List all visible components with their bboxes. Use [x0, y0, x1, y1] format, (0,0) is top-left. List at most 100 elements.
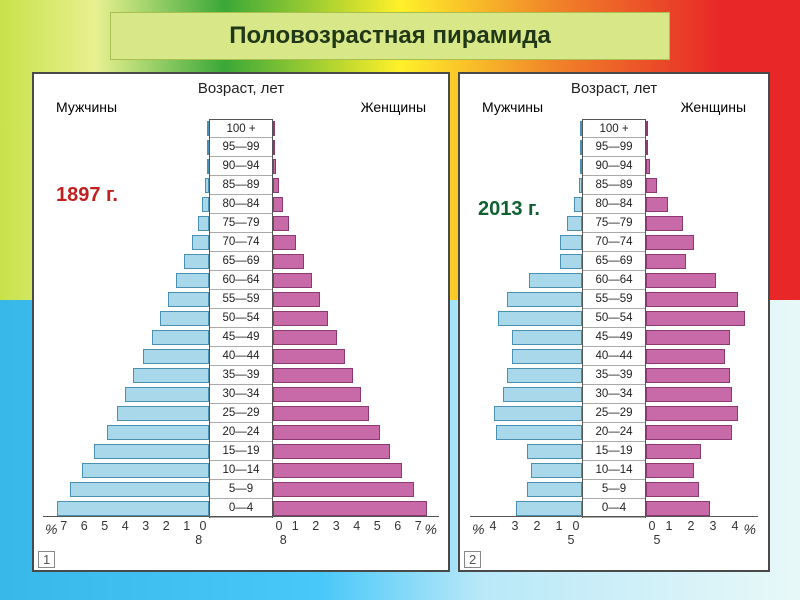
- age-label: 35—39: [583, 366, 645, 385]
- age-label: 20—24: [210, 423, 272, 442]
- pyramid-bar: [107, 425, 210, 440]
- panel-index: 2: [464, 551, 481, 568]
- age-label: 25—29: [210, 404, 272, 423]
- label-female: Женщины: [361, 99, 426, 115]
- age-label: 10—14: [210, 461, 272, 480]
- age-label: 85—89: [210, 176, 272, 195]
- age-label: 25—29: [583, 404, 645, 423]
- pyramid-bar: [646, 349, 725, 364]
- pyramid-bar: [273, 330, 337, 345]
- pyramid-bar: [567, 216, 582, 231]
- x-tick: 3: [136, 519, 157, 533]
- age-label: 70—74: [210, 233, 272, 252]
- pyramid-bar: [57, 501, 209, 516]
- age-label: 30—34: [210, 385, 272, 404]
- x-tick: 4: [347, 519, 368, 533]
- age-label: 70—74: [583, 233, 645, 252]
- x-tick: 3: [326, 519, 347, 533]
- pyramid-bar: [646, 406, 738, 421]
- age-label: 45—49: [583, 328, 645, 347]
- pyramid-bar: [133, 368, 209, 383]
- label-female: Женщины: [681, 99, 746, 115]
- pyramid-bar: [512, 349, 582, 364]
- age-label: 60—64: [210, 271, 272, 290]
- age-label: 65—69: [210, 252, 272, 271]
- pct-left: %: [472, 521, 484, 537]
- pyramid-bar: [143, 349, 209, 364]
- axis-title: Возраст, лет: [34, 80, 448, 97]
- x-tick: 4: [115, 519, 136, 533]
- title-banner: Половозрастная пирамида: [110, 12, 670, 60]
- label-male: Мужчины: [56, 99, 117, 115]
- pyramid-bar: [646, 425, 732, 440]
- age-label: 90—94: [583, 157, 645, 176]
- pyramid-bar: [273, 216, 289, 231]
- x-tick: 6: [388, 519, 409, 533]
- pyramid-bar: [273, 482, 414, 497]
- pyramid-bar: [646, 121, 648, 136]
- age-label: 45—49: [210, 328, 272, 347]
- pyramid-bar: [273, 463, 402, 478]
- pyramid-bar: [646, 387, 732, 402]
- pyramid-bar: [273, 292, 320, 307]
- pct-left: %: [45, 521, 57, 537]
- pyramid-bar: [512, 330, 582, 345]
- age-label: 100 +: [583, 119, 645, 138]
- pyramid-bar: [646, 330, 730, 345]
- pyramid-bar: [503, 387, 582, 402]
- pyramid-bar: [646, 254, 686, 269]
- pyramid-bar: [560, 235, 582, 250]
- x-tick: 1: [548, 519, 570, 533]
- x-tick: 8: [273, 533, 294, 547]
- pyramid-bar: [507, 292, 582, 307]
- pyramid-bar: [580, 159, 582, 174]
- pyramid-bar: [580, 140, 582, 155]
- age-label: 85—89: [583, 176, 645, 195]
- x-tick: 5: [95, 519, 116, 533]
- age-label: 40—44: [210, 347, 272, 366]
- pyramid-bar: [70, 482, 209, 497]
- x-tick: 5: [560, 533, 582, 547]
- pyramid-bar: [507, 368, 582, 383]
- pyramid-bar: [273, 387, 361, 402]
- age-label: 40—44: [583, 347, 645, 366]
- age-label: 50—54: [583, 309, 645, 328]
- age-label: 50—54: [210, 309, 272, 328]
- pct-right: %: [744, 521, 756, 537]
- pyramid-bar: [646, 292, 738, 307]
- pyramid-bar: [646, 197, 668, 212]
- pyramid-bar: [176, 273, 209, 288]
- age-label: 30—34: [583, 385, 645, 404]
- pyramid-bar: [646, 463, 694, 478]
- x-tick: 1: [285, 519, 306, 533]
- pyramid-bar: [117, 406, 209, 421]
- pyramid-bar: [207, 121, 209, 136]
- x-tick: 8: [189, 533, 210, 547]
- pyramid-bar: [273, 197, 283, 212]
- age-label: 95—99: [210, 138, 272, 157]
- pyramid-bar: [152, 330, 209, 345]
- pyramid-bar: [273, 178, 279, 193]
- pyramid-bar: [529, 273, 582, 288]
- pyramid-bar: [580, 121, 582, 136]
- x-tick: 5: [646, 533, 668, 547]
- pyramid-bar: [646, 159, 650, 174]
- pyramid-bar: [207, 140, 209, 155]
- panel-index: 1: [38, 551, 55, 568]
- pyramid-bar: [579, 178, 582, 193]
- age-label: 60—64: [583, 271, 645, 290]
- pyramid-bar: [273, 121, 275, 136]
- pyramid-bar: [273, 349, 345, 364]
- x-tick: 2: [680, 519, 702, 533]
- x-tick: 2: [156, 519, 177, 533]
- age-label: 5—9: [210, 480, 272, 499]
- age-label: 75—79: [583, 214, 645, 233]
- pyramid-bar: [184, 254, 209, 269]
- pyramid-bar: [646, 444, 701, 459]
- age-label: 15—19: [210, 442, 272, 461]
- pyramid-bar: [574, 197, 582, 212]
- age-label: 75—79: [210, 214, 272, 233]
- age-label: 35—39: [210, 366, 272, 385]
- pyramid-bar: [494, 406, 582, 421]
- pyramid-bar: [496, 425, 582, 440]
